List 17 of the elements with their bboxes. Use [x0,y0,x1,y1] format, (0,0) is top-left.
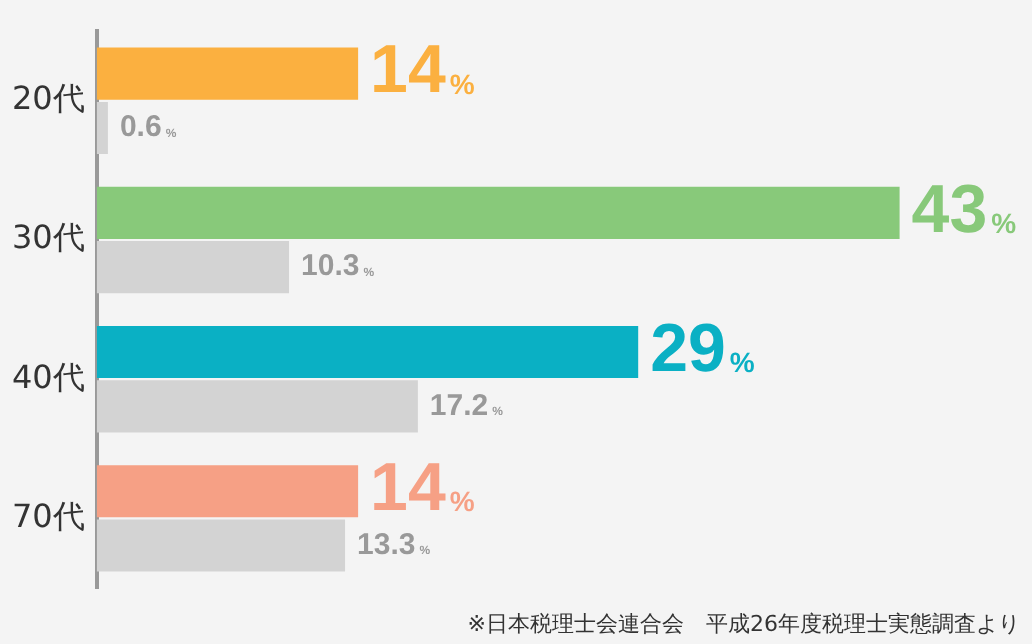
text: ※日本税理士会連合会 平成26年度税理士実態調査より [467,610,1020,637]
data-label: 14% [370,450,476,527]
bar [96,47,359,100]
y-tick-label: 70代 [12,496,85,535]
bar [96,465,359,518]
data-label: 43% [911,171,1018,248]
bar [96,101,108,154]
bar [96,519,346,572]
data-label: 14% [370,32,476,109]
bar [96,241,290,294]
bar [96,186,900,239]
data-label: 29% [650,310,756,387]
y-tick-label: 30代 [12,218,85,257]
bar [96,326,639,379]
y-tick-label: 20代 [12,79,85,118]
y-tick-label: 40代 [12,357,85,396]
bar [96,380,418,433]
